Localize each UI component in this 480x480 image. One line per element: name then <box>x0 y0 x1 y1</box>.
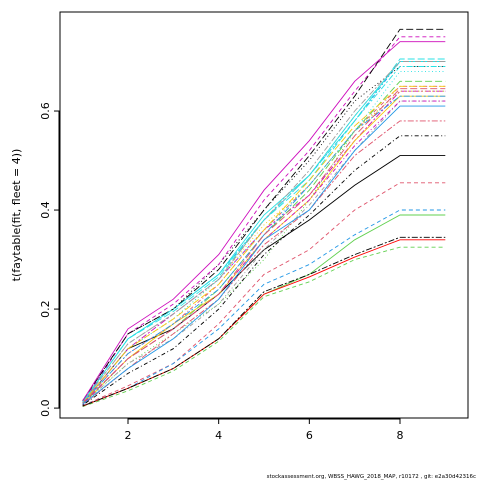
series-line-20 <box>82 209 446 407</box>
x-axis: 2 4 6 8 <box>125 418 404 442</box>
series-line-17 <box>82 28 446 401</box>
series-line-16 <box>82 100 446 405</box>
x-tick-label-8: 8 <box>397 429 404 442</box>
series-line-28 <box>82 105 446 405</box>
y-axis: 0.0 0.2 0.4 0.6 <box>39 102 60 417</box>
x-tick-label-2: 2 <box>125 429 132 442</box>
series-line-29 <box>82 66 446 403</box>
footnote: stockassessment.org, WBSS_HAWG_2018_MAP,… <box>267 474 476 480</box>
series-lines <box>82 28 446 408</box>
series-line-22 <box>82 100 446 405</box>
series-line-1 <box>82 155 446 404</box>
y-tick-label-0.0: 0.0 <box>39 399 52 417</box>
x-tick-label-6: 6 <box>306 429 313 442</box>
series-line-27 <box>82 246 446 408</box>
series-line-21 <box>82 70 446 404</box>
series-line-26 <box>82 88 446 404</box>
series-line-30 <box>82 41 446 401</box>
series-line-25 <box>82 135 446 406</box>
series-line-12 <box>82 95 446 404</box>
y-tick-label-0.4: 0.4 <box>39 201 52 219</box>
plot-frame <box>59 11 469 419</box>
series-line-6 <box>82 90 446 404</box>
series-line-13 <box>82 61 446 403</box>
series-line-15 <box>82 90 446 404</box>
series-line-32 <box>82 236 446 407</box>
series-line-9 <box>82 66 446 401</box>
y-axis-title: t(faytable(fit, fleet = 4)) <box>10 149 23 282</box>
series-line-18 <box>82 120 446 406</box>
series-line-3 <box>82 90 446 405</box>
series-line-2 <box>82 182 446 407</box>
y-tick-label-0.2: 0.2 <box>39 300 52 318</box>
y-tick-label-0.6: 0.6 <box>39 102 52 120</box>
series-line-23 <box>82 85 446 404</box>
series-line-11 <box>82 80 446 405</box>
x-tick-label-4: 4 <box>215 429 222 442</box>
series-line-10 <box>82 85 446 404</box>
